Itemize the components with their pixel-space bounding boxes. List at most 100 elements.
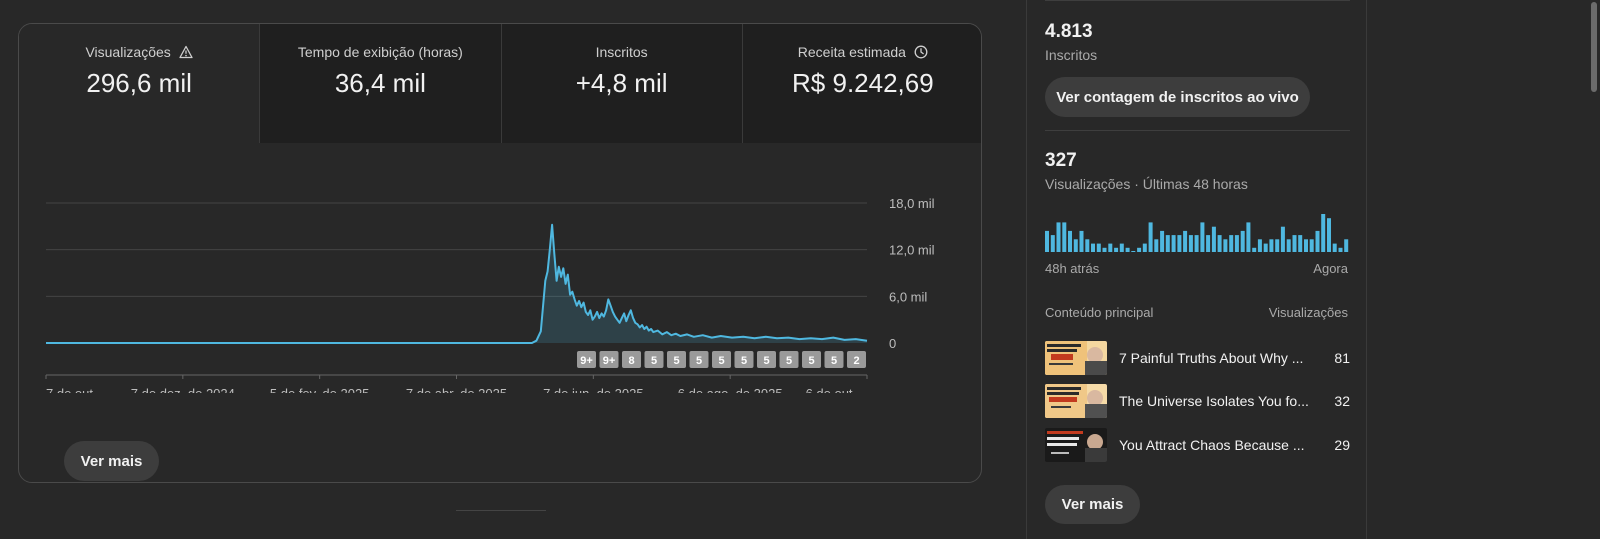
tab-watch-time[interactable]: Tempo de exibição (horas) 36,4 mil: [259, 24, 501, 143]
mini-chart-bar: [1114, 247, 1119, 252]
video-marker-label: 9+: [603, 355, 616, 367]
tab-views-value: 296,6 mil: [86, 68, 192, 98]
clock-icon[interactable]: [914, 45, 928, 59]
mini-chart-end-label: Agora: [1313, 261, 1348, 276]
list-item[interactable]: The Universe Isolates You fo... 32: [1045, 384, 1350, 420]
mini-chart-bar: [1332, 243, 1337, 252]
mini-chart-bar: [1073, 239, 1078, 252]
video-marker-badge: [779, 351, 799, 368]
y-tick-label: 6,0 mil: [889, 289, 927, 304]
tab-revenue-value: R$ 9.242,69: [792, 68, 934, 98]
mini-chart-bar: [1079, 230, 1084, 252]
tab-revenue[interactable]: Receita estimada R$ 9.242,69: [741, 24, 981, 143]
warning-icon[interactable]: [179, 45, 193, 59]
divider: [1045, 0, 1350, 1]
mini-chart-bar: [1200, 222, 1205, 252]
video-views: 81: [1334, 350, 1350, 366]
tab-views[interactable]: Visualizações 296,6 mil: [19, 24, 260, 143]
mini-chart-bar: [1327, 218, 1331, 252]
tab-watch-time-value: 36,4 mil: [334, 68, 426, 98]
video-marker-label: 8: [628, 355, 634, 367]
video-marker-badge: [689, 351, 709, 368]
tab-subscribers-value: +4,8 mil: [575, 68, 668, 98]
mini-chart-bar: [1315, 230, 1320, 252]
video-marker-label: 5: [651, 355, 657, 367]
mini-chart-bar: [1188, 235, 1193, 252]
video-title: You Attract Chaos Because ...: [1119, 437, 1305, 453]
divider: [1045, 130, 1350, 131]
video-thumbnail: [1045, 384, 1107, 418]
tab-watch-time-label: Tempo de exibição (horas): [297, 44, 463, 60]
y-tick-label: 18,0 mil: [889, 196, 935, 211]
views-area: [46, 224, 867, 343]
live-subscriber-count-button[interactable]: Ver contagem de inscritos ao vivo: [1045, 77, 1310, 117]
video-marker-label: 5: [673, 355, 679, 367]
video-marker-label: 5: [696, 355, 702, 367]
video-marker-badge: [712, 351, 731, 368]
video-marker-label: 5: [808, 355, 814, 367]
mini-chart-bar: [1068, 230, 1072, 252]
video-marker-badge: [667, 351, 686, 368]
mini-chart-bar: [1286, 239, 1291, 252]
mini-chart-bar: [1137, 247, 1142, 252]
video-title: The Universe Isolates You fo...: [1119, 393, 1309, 409]
mini-chart-bar: [1292, 235, 1297, 252]
x-tick-label: 7 de dez. de 2024: [131, 386, 235, 393]
mini-chart-bar: [1298, 235, 1303, 252]
x-tick-label: 6 de ago. de 2025: [678, 386, 783, 393]
video-thumbnail: [1045, 428, 1107, 462]
scrollbar-thumb[interactable]: [1591, 2, 1597, 92]
views-chart-svg: 0 6,0 mil 12,0 mil 18,0 mil 9+ 9+ 8 5 5 5 5 5 5 5 5 5 2 7…: [45, 196, 935, 401]
video-thumbnail: [1045, 341, 1107, 375]
mini-chart-bar: [1344, 239, 1349, 252]
list-item[interactable]: 7 Painful Truths About Why ... 81: [1045, 341, 1350, 377]
tab-subscribers-label: Inscritos: [595, 44, 648, 60]
mini-chart-bar: [1154, 239, 1159, 252]
see-more-button[interactable]: Ver mais: [64, 441, 159, 481]
views-line: [46, 223, 868, 344]
views-48h-count: 327: [1045, 150, 1077, 171]
analytics-card: Visualizações 296,6 mil Tempo de exibiçã…: [18, 23, 982, 483]
video-marker-badge: [824, 351, 844, 368]
mini-chart-bar: [1246, 222, 1251, 252]
mini-chart-bar: [1304, 239, 1308, 252]
mini-chart-bar: [1131, 251, 1136, 252]
mini-chart-bar: [1102, 247, 1107, 252]
subscribers-count: 4.813: [1045, 21, 1093, 42]
mini-chart-bar: [1240, 230, 1245, 252]
x-tick-label: 7 de abr. de 2025: [406, 386, 507, 393]
mini-chart-bar: [1062, 222, 1067, 252]
mini-chart-bar: [1229, 235, 1234, 252]
see-more-content-button[interactable]: Ver mais: [1045, 485, 1140, 524]
video-marker-label: 5: [718, 355, 724, 367]
x-tick-label: 5 de fev. de 2025: [270, 386, 370, 393]
video-marker-label: 2: [853, 355, 859, 367]
video-marker-badge: [577, 351, 596, 368]
video-marker-label: 9+: [580, 355, 593, 367]
scrollbar[interactable]: [1588, 0, 1600, 539]
metric-tabs: Visualizações 296,6 mil Tempo de exibiçã…: [19, 24, 981, 143]
mini-chart-bar: [1252, 247, 1257, 252]
mini-chart-bar: [1056, 222, 1061, 252]
mini-chart-bar: [1165, 235, 1170, 252]
tab-subscribers[interactable]: Inscritos +4,8 mil: [500, 24, 742, 143]
video-marker-label: 5: [786, 355, 792, 367]
tab-views-label: Visualizações: [85, 44, 171, 60]
mini-chart-bar: [1263, 243, 1268, 252]
video-marker-label: 5: [741, 355, 747, 367]
subscribers-label: Inscritos: [1045, 47, 1098, 63]
video-marker-badge: [802, 351, 821, 368]
right-panel: 4.813 Inscritos Ver contagem de inscrito…: [1026, 0, 1367, 539]
video-marker-badge: [847, 351, 866, 368]
mini-chart-bar: [1085, 239, 1090, 252]
video-marker-label: 5: [763, 355, 769, 367]
mini-chart-bar: [1108, 243, 1113, 252]
mini-chart-bar: [1096, 243, 1101, 252]
video-marker-label: 5: [831, 355, 837, 367]
top-content-header: Conteúdo principal: [1045, 305, 1154, 320]
mini-chart-bar: [1050, 235, 1055, 252]
list-item[interactable]: You Attract Chaos Because ... 29: [1045, 428, 1350, 464]
video-marker-badge: [734, 351, 754, 368]
mini-chart-bar: [1194, 235, 1199, 252]
mini-chart-bar: [1177, 235, 1182, 252]
